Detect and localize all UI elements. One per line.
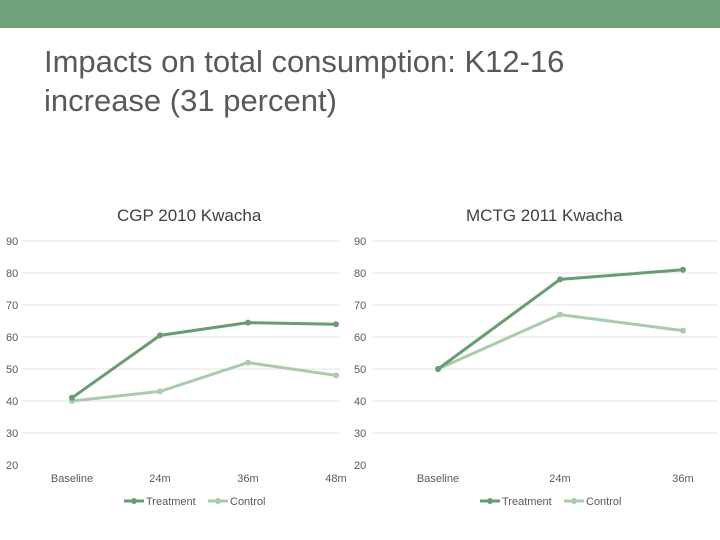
mctg-y-tick-label: 80 xyxy=(354,268,366,280)
cgp-y-tick-label: 30 xyxy=(6,428,18,440)
cgp-y-tick-label: 60 xyxy=(6,332,18,344)
mctg-point-control xyxy=(557,311,563,318)
cgp-y-tick-label: 20 xyxy=(6,460,18,472)
cgp-x-tick-label: 36m xyxy=(237,473,258,485)
mctg-y-tick-label: 40 xyxy=(354,396,366,408)
cgp-point-treatment xyxy=(69,394,75,401)
cgp-line-chart: 20 30 40 50 60 70 80 90 Baseline 24m 36m 48m Treatme… xyxy=(6,236,347,508)
cgp-y-tick-label: 70 xyxy=(6,300,18,312)
mctg-legend-label: Treatment xyxy=(502,496,552,508)
cgp-point-treatment xyxy=(157,332,163,339)
slide-title: Impacts on total consumption: K12-16 inc… xyxy=(44,44,565,118)
cgp-legend-marker xyxy=(131,498,137,504)
mctg-x-tick-label: Baseline xyxy=(417,473,459,485)
cgp-series-line-treatment xyxy=(71,321,337,400)
cgp-legend-label: Treatment xyxy=(146,496,196,508)
cgp-x-tick-label: Baseline xyxy=(51,473,93,485)
mctg-legend-marker xyxy=(571,498,577,504)
cgp-point-control xyxy=(157,388,163,395)
mctg-y-tick-label: 70 xyxy=(354,300,366,312)
top-color-bar xyxy=(0,0,720,28)
mctg-y-tick-label: 20 xyxy=(354,460,366,472)
mctg-y-tick-label: 30 xyxy=(354,428,366,440)
cgp-y-tick-label: 90 xyxy=(6,236,18,248)
mctg-y-tick-label: 50 xyxy=(354,364,366,376)
cgp-point-treatment xyxy=(245,319,251,326)
cgp-x-tick-label: 48m xyxy=(325,473,346,485)
mctg-point-treatment xyxy=(557,276,563,283)
mctg-x-tick-label: 36m xyxy=(672,473,693,485)
cgp-point-control xyxy=(333,372,339,379)
cgp-x-tick-label: 24m xyxy=(149,473,170,485)
mctg-point-treatment xyxy=(435,366,441,372)
mctg-point-treatment xyxy=(680,266,686,273)
mctg-y-tick-label: 60 xyxy=(354,332,366,344)
mctg-x-tick-label: 24m xyxy=(549,473,570,485)
cgp-legend-label: Control xyxy=(230,496,265,508)
cgp-point-control xyxy=(245,359,251,366)
chart-title-mctg: MCTG 2011 Kwacha xyxy=(466,206,623,225)
cgp-series-line-control xyxy=(71,361,337,403)
cgp-point-treatment xyxy=(333,321,339,328)
cgp-y-tick-label: 80 xyxy=(6,268,18,280)
cgp-y-tick-label: 40 xyxy=(6,396,18,408)
cgp-legend-marker xyxy=(215,498,221,504)
mctg-legend-marker xyxy=(487,498,493,504)
cgp-y-tick-label: 50 xyxy=(6,364,18,376)
mctg-y-tick-label: 90 xyxy=(354,236,366,248)
chart-title-cgp: CGP 2010 Kwacha xyxy=(117,206,262,225)
mctg-legend-label: Control xyxy=(586,496,621,508)
mctg-point-control xyxy=(680,327,686,334)
